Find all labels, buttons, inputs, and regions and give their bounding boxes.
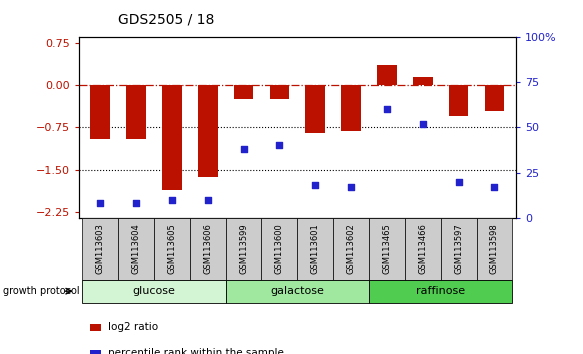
Bar (333, 218, 369, 280)
Text: GSM113465: GSM113465 (382, 223, 391, 274)
Bar (118, 218, 154, 280)
Text: GSM113606: GSM113606 (203, 223, 212, 274)
Bar (449, 85, 469, 116)
Point (311, 182, 320, 188)
Point (346, 184, 356, 190)
Text: GSM113466: GSM113466 (418, 223, 427, 274)
Text: percentile rank within the sample: percentile rank within the sample (108, 348, 284, 354)
Bar (226, 218, 262, 280)
Bar (377, 65, 397, 85)
Bar (234, 85, 254, 99)
Bar (484, 85, 504, 110)
Text: GDS2505 / 18: GDS2505 / 18 (118, 12, 215, 27)
Bar (154, 218, 190, 280)
Text: GSM113601: GSM113601 (311, 223, 319, 274)
Text: raffinose: raffinose (416, 286, 465, 296)
Point (167, 197, 177, 202)
Point (490, 184, 499, 190)
Bar (262, 218, 297, 280)
Point (275, 143, 284, 148)
Point (239, 146, 248, 152)
Text: log2 ratio: log2 ratio (108, 322, 158, 332)
Text: GSM113603: GSM113603 (96, 223, 105, 274)
Bar (82, 218, 118, 280)
Bar (405, 218, 441, 280)
Text: GSM113605: GSM113605 (167, 223, 177, 274)
Bar (269, 85, 289, 99)
Bar (297, 218, 333, 280)
Bar (90, 85, 110, 139)
Point (454, 179, 463, 184)
Bar (341, 85, 361, 131)
Bar (476, 218, 512, 280)
Point (203, 197, 212, 202)
Bar (226, 280, 369, 303)
Bar (190, 218, 226, 280)
Bar (162, 85, 182, 189)
Bar (369, 280, 512, 303)
Text: glucose: glucose (132, 286, 175, 296)
Point (96, 200, 105, 206)
Text: galactose: galactose (271, 286, 324, 296)
Text: GSM113604: GSM113604 (132, 223, 141, 274)
Text: growth protocol: growth protocol (3, 286, 79, 296)
Bar (198, 85, 217, 177)
Text: GSM113597: GSM113597 (454, 223, 463, 274)
Bar (82, 280, 226, 303)
Bar (413, 77, 433, 85)
Point (382, 107, 392, 112)
Bar (369, 218, 405, 280)
Point (131, 200, 141, 206)
Text: GSM113598: GSM113598 (490, 223, 499, 274)
Bar (305, 85, 325, 133)
Point (418, 121, 427, 127)
Text: GSM113599: GSM113599 (239, 223, 248, 274)
Text: GSM113600: GSM113600 (275, 223, 284, 274)
Bar (441, 218, 476, 280)
Text: GSM113602: GSM113602 (346, 223, 356, 274)
Bar (126, 85, 146, 139)
